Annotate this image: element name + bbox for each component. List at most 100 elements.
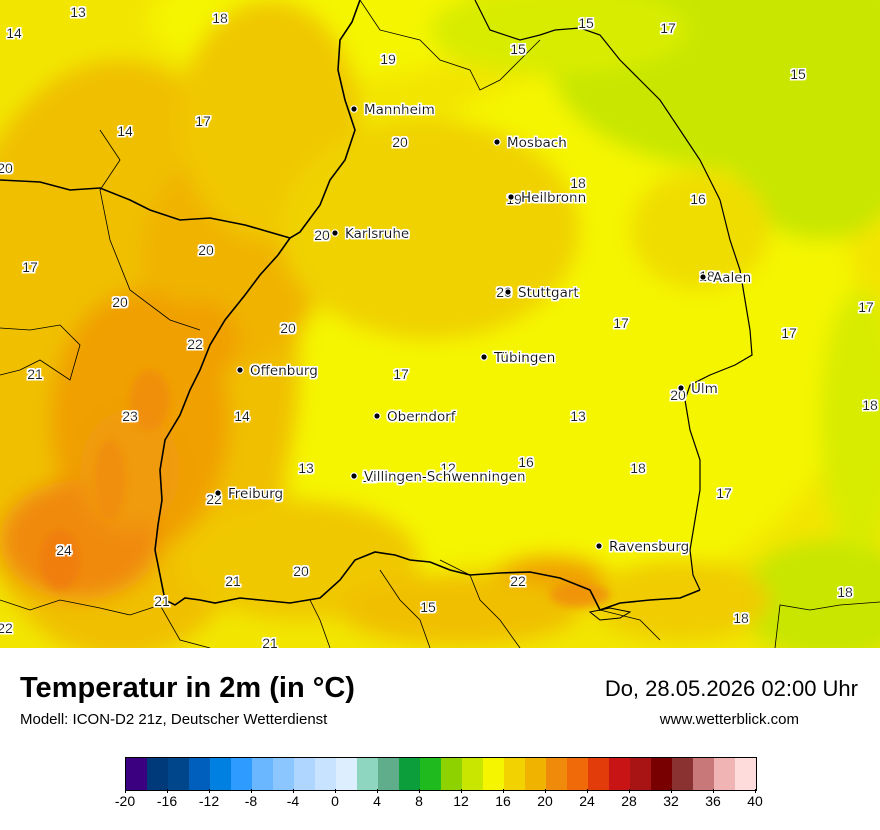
scale-label: -20: [114, 793, 136, 809]
city-name: Mannheim: [364, 102, 435, 118]
temperature-value: 17: [613, 315, 629, 331]
city-name: Karlsruhe: [345, 226, 409, 242]
city-marker[interactable]: Aalen: [699, 270, 751, 286]
scale-swatch: [525, 758, 546, 790]
temperature-value: 20: [280, 320, 296, 336]
scale-tick: [167, 789, 168, 793]
scale-swatch: [609, 758, 630, 790]
temperature-field: [0, 0, 880, 648]
scale-swatch: [567, 758, 588, 790]
forecast-datetime: Do, 28.05.2026 02:00 Uhr: [604, 676, 858, 701]
city-marker[interactable]: Freiburg: [214, 486, 283, 502]
scale-label: -4: [286, 793, 300, 809]
city-name: Ravensburg: [609, 539, 689, 555]
scale-tick: [671, 789, 672, 793]
scale-swatch: [420, 758, 441, 790]
scale-label: -16: [156, 793, 178, 809]
city-marker[interactable]: Tübingen: [480, 350, 555, 366]
scale-swatch: [315, 758, 336, 790]
scale-swatch: [630, 758, 651, 790]
city-name: Aalen: [713, 270, 751, 286]
scale-swatch: [714, 758, 735, 790]
temperature-value: 20: [314, 227, 330, 243]
scale-tick: [545, 789, 546, 793]
temperature-value: 14: [6, 25, 22, 41]
temperature-value: 18: [630, 460, 646, 476]
temperature-value: 24: [56, 542, 72, 558]
city-markers: Mannheim Mosbach Heilbronn Karlsruhe Stuttga…: [214, 102, 751, 555]
legend-panel: Temperatur in 2m (in °C) Modell: ICON-D2…: [0, 648, 880, 830]
temperature-value: 17: [660, 20, 676, 36]
scale-swatch: [168, 758, 189, 790]
temperature-value: 13: [298, 460, 314, 476]
scale-swatch: [357, 758, 378, 790]
temperature-map[interactable]: 1318141915171515171420201816192020171720…: [0, 0, 880, 648]
state-border: [0, 0, 361, 239]
city-dot: [236, 366, 244, 374]
scale-label: 32: [663, 793, 679, 809]
city-dot: [331, 229, 339, 237]
scale-label: -8: [244, 793, 258, 809]
city-marker[interactable]: Heilbronn: [507, 190, 586, 206]
scale-label: 20: [537, 793, 553, 809]
temperature-value: 14: [234, 408, 250, 424]
city-name: Heilbronn: [521, 190, 586, 206]
scale-label: 0: [331, 793, 339, 809]
city-dot: [350, 105, 358, 113]
temperature-value: 22: [187, 336, 203, 352]
city-marker[interactable]: Karlsruhe: [331, 226, 409, 242]
temperature-value: 15: [578, 15, 594, 31]
scale-tick: [587, 789, 588, 793]
model-source: Modell: ICON-D2 21z, Deutscher Wetterdie…: [20, 711, 328, 728]
scale-swatch: [504, 758, 525, 790]
scale-swatch: [189, 758, 210, 790]
color-scale: [125, 757, 757, 791]
city-marker[interactable]: Offenburg: [236, 363, 318, 379]
lake-constance-outline: [588, 607, 632, 621]
scale-tick: [335, 789, 336, 793]
scale-tick: [755, 789, 756, 793]
temperature-value: 15: [420, 599, 436, 615]
city-dot: [350, 472, 358, 480]
scale-tick: [377, 789, 378, 793]
scale-swatch: [210, 758, 231, 790]
city-name: Stuttgart: [518, 285, 579, 301]
city-dot: [480, 353, 488, 361]
temperature-value: 13: [570, 408, 586, 424]
city-dot: [493, 138, 501, 146]
scale-swatch: [126, 758, 147, 790]
website-link[interactable]: www.wetterblick.com: [659, 711, 799, 728]
color-scale-labels: -20 -16 -12 -8 -4 0 4 8 12 16 20 24 28 32 36 40: [0, 793, 880, 813]
city-marker[interactable]: Oberndorf: [373, 409, 457, 425]
scale-swatch: [546, 758, 567, 790]
temperature-value: 17: [858, 299, 874, 315]
city-marker[interactable]: Mosbach: [493, 135, 567, 151]
temperature-value: 18: [362, 469, 378, 485]
city-name: Ulm: [691, 381, 718, 397]
temperature-value: 20: [392, 134, 408, 150]
city-marker[interactable]: Ulm: [677, 381, 718, 397]
temperature-value: 20: [496, 284, 512, 300]
color-scale-ticks: [0, 789, 880, 794]
city-marker[interactable]: Ravensburg: [595, 539, 689, 555]
scale-swatch: [588, 758, 609, 790]
scale-tick: [713, 789, 714, 793]
city-dot: [699, 273, 707, 281]
city-marker[interactable]: Villingen-Schwenningen: [350, 469, 526, 485]
scale-label: 4: [373, 793, 381, 809]
scale-label: 40: [747, 793, 763, 809]
city-marker[interactable]: Mannheim: [350, 102, 435, 118]
scale-tick: [251, 789, 252, 793]
scale-tick: [461, 789, 462, 793]
temperature-value: 21: [27, 366, 43, 382]
city-dot: [504, 288, 512, 296]
rhine-border: [154, 237, 701, 611]
city-name: Mosbach: [507, 135, 567, 151]
temperature-value: 13: [70, 4, 86, 20]
temperature-value: 23: [122, 408, 138, 424]
temperature-value: 21: [154, 593, 170, 609]
city-marker[interactable]: Stuttgart: [504, 285, 579, 301]
scale-label: 8: [415, 793, 423, 809]
scale-swatch: [693, 758, 714, 790]
temperature-value: 20: [293, 563, 309, 579]
